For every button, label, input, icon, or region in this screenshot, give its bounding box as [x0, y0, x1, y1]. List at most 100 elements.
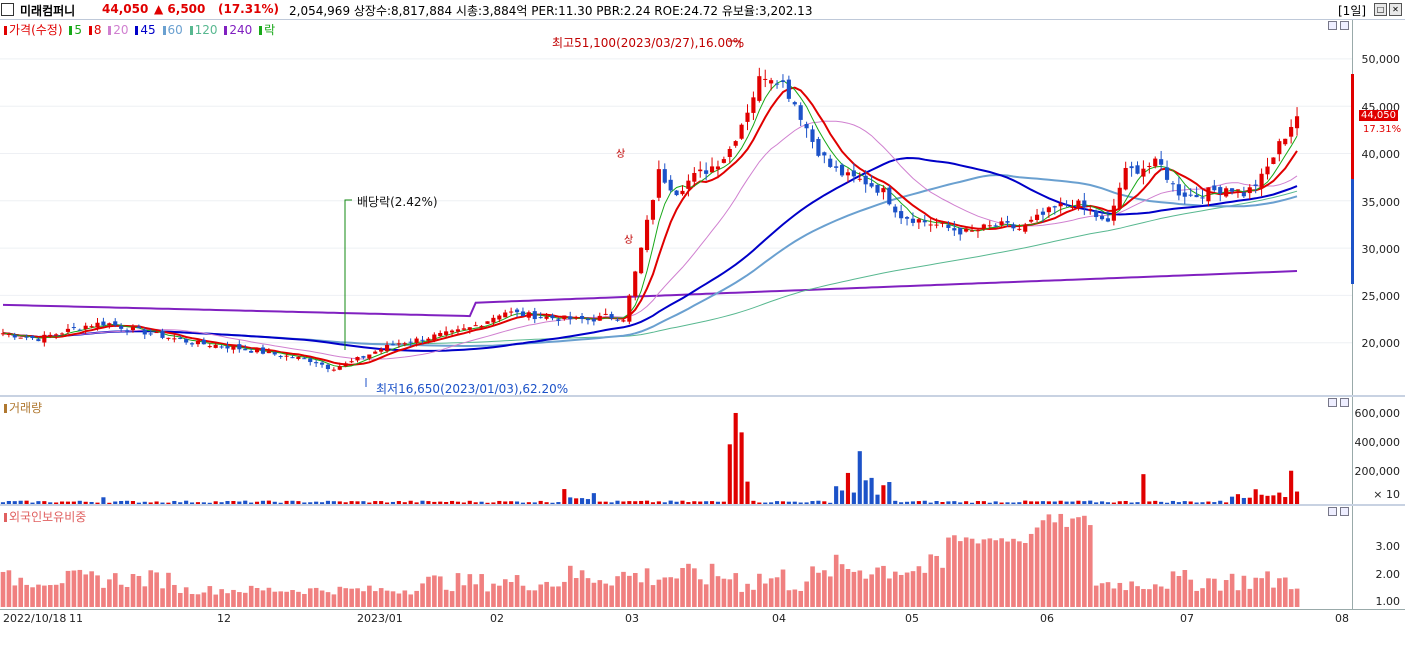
foreign-bar — [142, 586, 148, 607]
volume-bar — [887, 482, 892, 504]
candle-body — [136, 326, 141, 329]
foreign-bar — [485, 591, 490, 607]
restore-icon[interactable]: □ — [1374, 3, 1387, 16]
panel-minimize-icon[interactable] — [1328, 398, 1337, 407]
candle-body — [893, 206, 898, 213]
candle-body — [497, 315, 502, 320]
foreign-bar — [467, 574, 473, 607]
panel-separator[interactable] — [0, 504, 1405, 506]
volume-bar — [1247, 497, 1252, 504]
volume-bar — [384, 502, 390, 504]
foreign-bar — [532, 590, 538, 607]
foreign-bar — [1176, 576, 1182, 607]
candle-body — [804, 124, 809, 129]
volume-bar — [597, 501, 602, 504]
volume-bar — [987, 502, 992, 504]
candle-body — [107, 323, 112, 325]
volume-bar — [562, 489, 567, 504]
candle-body — [904, 217, 910, 219]
window-checkbox[interactable] — [1, 3, 14, 16]
candle-body — [124, 330, 130, 332]
panel-minimize-icon[interactable] — [1328, 507, 1337, 516]
foreign-bar — [83, 574, 89, 607]
close-icon[interactable]: ✕ — [1389, 3, 1402, 16]
volume-bar — [1229, 496, 1235, 504]
candle-body — [981, 224, 986, 229]
candle-body — [189, 343, 195, 345]
volume-bar — [639, 500, 644, 504]
foreign-bar — [361, 591, 366, 607]
foreign-bar — [762, 583, 768, 607]
foreign-bar — [130, 574, 136, 607]
volume-bar — [408, 500, 413, 504]
candle-body — [1200, 197, 1205, 199]
volume-bar — [119, 500, 124, 504]
period-selector[interactable]: [1일] — [1338, 4, 1367, 18]
volume-bar — [1094, 502, 1099, 504]
candle-body — [839, 164, 845, 176]
foreign-bar — [869, 574, 874, 607]
ma45-line — [2, 156, 1298, 352]
date-axis: 2022/10/18 11 12 2023/01 02 03 04 05 06 … — [0, 609, 1405, 649]
foreign-bar — [745, 583, 750, 607]
foreign-bar — [260, 590, 266, 607]
volume-bar — [816, 500, 821, 504]
candle-body — [1176, 184, 1181, 196]
foreign-bar — [319, 590, 325, 607]
foreign-bar — [538, 584, 544, 607]
volume-chart — [0, 412, 1300, 504]
volume-bar — [83, 501, 88, 504]
candle-body — [101, 321, 106, 326]
foreign-legend: 외국인보유비중 — [4, 508, 86, 525]
volume-bar — [834, 486, 839, 504]
foreign-bar — [1070, 518, 1075, 607]
candle-body — [727, 148, 732, 157]
volume-bar — [857, 451, 862, 504]
candle-body — [414, 338, 419, 343]
foreign-bar — [1123, 590, 1129, 607]
foreign-bar — [1277, 578, 1282, 607]
candle-body — [757, 76, 762, 101]
volume-bar — [727, 444, 732, 504]
foreign-bar — [24, 584, 29, 607]
foreign-bar — [1164, 588, 1170, 607]
foreign-panel[interactable]: 외국인보유비중 — [0, 506, 1352, 609]
volume-bar — [337, 501, 342, 504]
volume-bar — [1170, 500, 1176, 504]
candle-body — [674, 190, 679, 196]
foreign-bar — [207, 586, 213, 607]
foreign-bar — [1170, 571, 1176, 607]
volume-bar — [485, 502, 490, 504]
date-label: 12 — [217, 612, 231, 625]
foreign-bar — [579, 570, 585, 607]
volume-bar — [893, 500, 898, 504]
volume-bar — [160, 502, 165, 504]
foreign-bar — [177, 592, 183, 607]
panel-minimize-icon[interactable] — [1328, 21, 1337, 30]
foreign-bar — [1200, 588, 1205, 607]
volume-bar — [568, 497, 573, 504]
candle-body — [142, 329, 147, 335]
volume-bar — [113, 501, 118, 504]
foreign-bar — [437, 576, 443, 607]
panel-maximize-icon[interactable] — [1340, 507, 1349, 516]
candle-body — [538, 317, 543, 319]
volume-panel[interactable]: 거래량 — [0, 397, 1352, 504]
foreign-bar — [686, 563, 691, 607]
volume-bar — [473, 502, 478, 504]
candle-body — [349, 361, 354, 363]
panel-separator[interactable] — [0, 395, 1405, 397]
candle-body — [1017, 228, 1022, 230]
volume-bar — [1023, 500, 1028, 504]
candle-body — [65, 328, 71, 332]
candle-body — [579, 316, 585, 320]
panel-maximize-icon[interactable] — [1340, 398, 1349, 407]
panel-maximize-icon[interactable] — [1340, 21, 1349, 30]
candle-body — [42, 334, 47, 343]
candle-body — [869, 183, 874, 187]
foreign-bar — [237, 592, 242, 607]
volume-bar — [166, 502, 171, 504]
foreign-bar — [621, 571, 626, 607]
foreign-bar — [449, 591, 455, 607]
